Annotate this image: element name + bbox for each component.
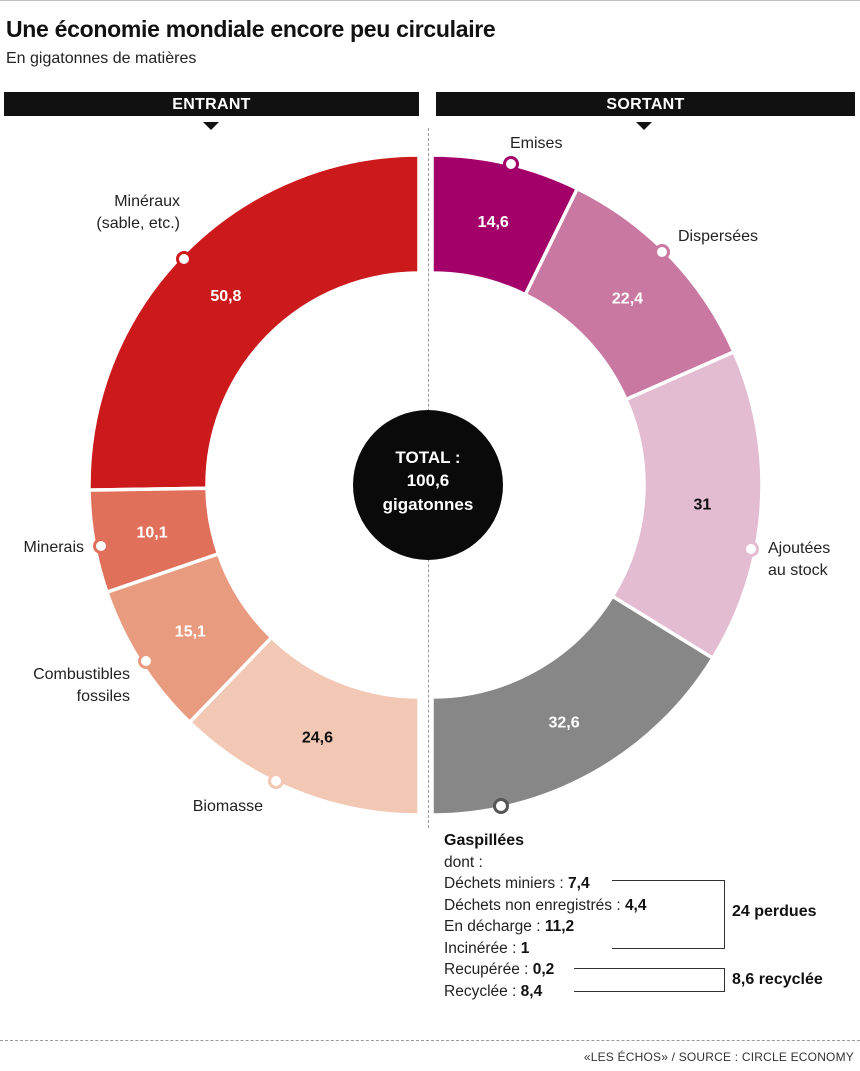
lost-bracket — [612, 880, 725, 949]
chart-title: Une économie mondiale encore peu circula… — [6, 16, 496, 42]
slice-value-label: 24,6 — [302, 729, 333, 746]
label-minerais-line1: Minerais — [23, 539, 84, 556]
source-credit: «LES ÉCHOS» / SOURCE : CIRCLE ECONOMY — [583, 1050, 854, 1064]
label-stock-line1: Ajoutées — [768, 540, 831, 557]
donut-slice — [87, 153, 421, 492]
wasted-item-value: 7,4 — [568, 875, 590, 892]
total-text: gigatonnes — [383, 495, 474, 514]
label-biomasse: Biomasse — [160, 796, 263, 818]
total-text: TOTAL : — [395, 448, 460, 467]
slice-callout-dot — [493, 798, 509, 814]
slice-value-label: 14,6 — [478, 214, 509, 231]
wasted-dont: dont : — [444, 853, 483, 871]
label-dispersees-line1: Dispersées — [678, 228, 759, 245]
total-text: 100,6 — [407, 471, 450, 490]
slice-value-label: 50,8 — [210, 288, 241, 305]
wasted-item-label: Déchets miniers : — [444, 875, 569, 892]
slice-callout-dot — [268, 773, 284, 789]
wasted-item-label: En décharge : — [444, 918, 545, 935]
wasted-item: Incinérée : 1 — [444, 938, 647, 960]
slice-value-label: 22,4 — [612, 290, 643, 307]
donut-slice — [430, 593, 716, 817]
wasted-item-label: Recupérée : — [444, 961, 533, 978]
label-biomasse-line1: Biomasse — [192, 798, 263, 815]
wasted-item: Déchets non enregistrés : 4,4 — [444, 895, 647, 917]
label-combustibles: Combustibles fossiles — [0, 664, 130, 708]
donut-slice — [610, 349, 764, 661]
label-mineraux-line2: (sable, etc.) — [96, 215, 180, 232]
label-dispersees: Dispersées — [678, 226, 758, 248]
slice-value-label: 15,1 — [175, 624, 206, 641]
wasted-item-label: Déchets non enregistrés : — [444, 896, 625, 914]
slice-value-label: 31 — [693, 497, 711, 514]
band-entrant: ENTRANT — [4, 92, 419, 116]
wasted-item-value: 8,4 — [520, 982, 543, 1000]
label-mineraux: Minéraux (sable, etc.) — [60, 191, 180, 235]
entrant-pointer-icon — [203, 122, 219, 130]
chart-subtitle: En gigatonnes de matières — [6, 50, 197, 67]
label-stock-line2: au stock — [768, 562, 828, 579]
total-disc — [353, 410, 503, 560]
slice-callout-dot — [93, 538, 109, 554]
wasted-item-value: 11,2 — [544, 918, 575, 935]
label-stock: Ajoutées au stock — [768, 538, 830, 582]
group-lost-label: 24 perdues — [732, 903, 817, 920]
slice-callout-dot — [743, 541, 759, 557]
wasted-title: Gaspillées — [444, 832, 525, 849]
slice-callout-dot — [503, 156, 519, 172]
wasted-breakdown: Gaspillées dont : Déchets miniers : 7,4 … — [444, 830, 647, 1002]
slice-value-label: 10,1 — [136, 525, 167, 542]
wasted-item-value: 4,4 — [624, 896, 647, 914]
slice-callout-dot — [176, 251, 192, 267]
wasted-item-label: Incinérée : — [444, 939, 521, 957]
wasted-item: En décharge : 11,2 — [444, 916, 647, 938]
wasted-item: Déchets miniers : 7,4 — [444, 873, 647, 895]
label-mineraux-line1: Minéraux — [114, 193, 180, 210]
label-combustibles-line1: Combustibles — [33, 666, 130, 683]
recycled-bracket — [574, 968, 725, 992]
wasted-item: Recupérée : 0,2 — [444, 959, 647, 981]
top-rule — [0, 0, 860, 1]
label-combustibles-line2: fossiles — [76, 688, 130, 705]
wasted-item-value: 0,2 — [532, 961, 555, 978]
bottom-rule — [0, 1040, 860, 1041]
group-recycled-label: 8,6 recyclée — [732, 971, 823, 988]
slice-callout-dot — [654, 244, 670, 260]
label-emises: Emises — [510, 133, 562, 155]
slice-callout-dot — [138, 653, 154, 669]
donut-slice — [187, 634, 421, 817]
wasted-item: Recyclée : 8,4 — [444, 981, 647, 1003]
slice-value-label: 32,6 — [548, 715, 579, 732]
label-minerais: Minerais — [2, 537, 84, 559]
wasted-item-label: Recyclée : — [444, 982, 521, 1000]
wasted-item-value: 1 — [520, 939, 530, 957]
sortant-pointer-icon — [636, 122, 652, 130]
band-sortant: SORTANT — [436, 92, 855, 116]
label-emises-line1: Emises — [510, 135, 563, 152]
